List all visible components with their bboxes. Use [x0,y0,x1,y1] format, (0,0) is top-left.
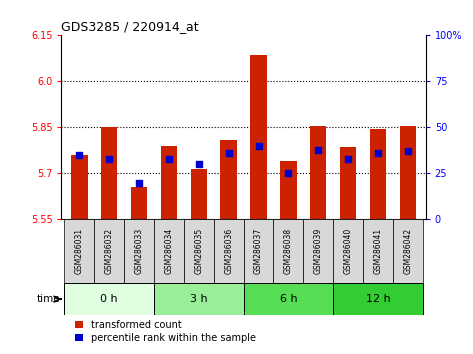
Bar [400,126,416,219]
Text: GSM286031: GSM286031 [75,228,84,274]
Bar [71,155,88,219]
Bar [131,187,147,219]
Text: GSM286035: GSM286035 [194,228,203,274]
Legend: transformed count, percentile rank within the sample: transformed count, percentile rank withi… [75,320,256,343]
Text: GSM286039: GSM286039 [314,228,323,274]
Point [105,156,113,161]
Text: time: time [36,294,60,304]
Text: 12 h: 12 h [366,294,390,304]
Point [285,171,292,176]
Point [135,180,143,185]
FancyBboxPatch shape [214,219,244,283]
FancyBboxPatch shape [393,219,423,283]
Text: 0 h: 0 h [100,294,118,304]
Bar [161,146,177,219]
Point [255,143,263,149]
FancyBboxPatch shape [333,219,363,283]
Point [404,149,412,154]
Text: GSM286041: GSM286041 [374,228,383,274]
Point [374,150,382,156]
FancyBboxPatch shape [154,283,244,315]
Point [225,150,232,156]
Text: GSM286033: GSM286033 [135,228,144,274]
Bar [370,129,386,219]
FancyBboxPatch shape [273,219,303,283]
FancyBboxPatch shape [363,219,393,283]
FancyBboxPatch shape [244,283,333,315]
FancyBboxPatch shape [94,219,124,283]
FancyBboxPatch shape [184,219,214,283]
Text: GSM286038: GSM286038 [284,228,293,274]
Text: GSM286036: GSM286036 [224,228,233,274]
Bar [310,126,326,219]
FancyBboxPatch shape [333,283,423,315]
Text: GSM286037: GSM286037 [254,228,263,274]
FancyBboxPatch shape [303,219,333,283]
Text: 3 h: 3 h [190,294,208,304]
Point [165,156,173,161]
Text: GDS3285 / 220914_at: GDS3285 / 220914_at [61,20,199,33]
FancyBboxPatch shape [64,219,94,283]
Point [76,152,83,158]
Text: GSM286040: GSM286040 [343,228,352,274]
Text: GSM286032: GSM286032 [105,228,114,274]
FancyBboxPatch shape [154,219,184,283]
Bar [220,140,237,219]
Bar [101,127,117,219]
Bar [250,55,267,219]
Text: GSM286042: GSM286042 [403,228,412,274]
Bar [340,147,356,219]
Point [315,147,322,152]
Bar [191,169,207,219]
Text: 6 h: 6 h [280,294,297,304]
Point [344,156,352,161]
Bar [280,161,297,219]
Text: GSM286034: GSM286034 [165,228,174,274]
Point [195,161,202,167]
FancyBboxPatch shape [64,283,154,315]
FancyBboxPatch shape [244,219,273,283]
FancyBboxPatch shape [124,219,154,283]
